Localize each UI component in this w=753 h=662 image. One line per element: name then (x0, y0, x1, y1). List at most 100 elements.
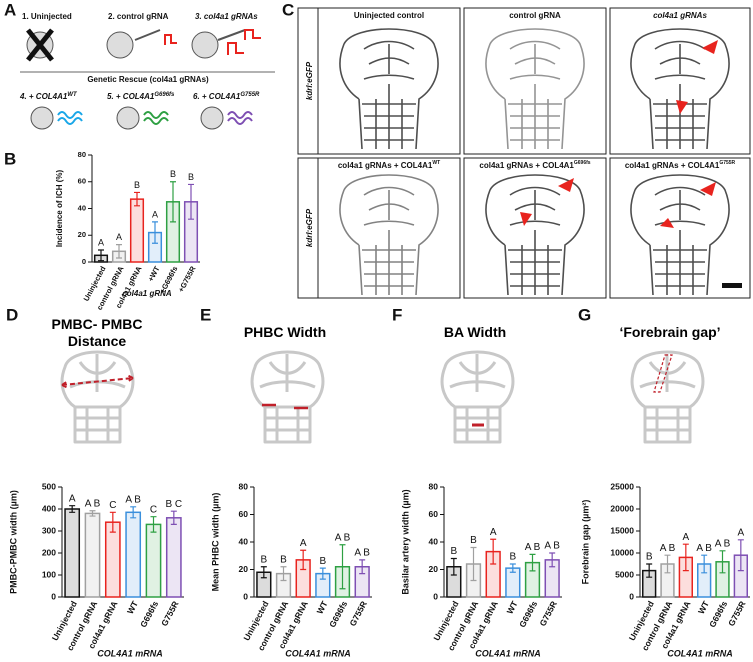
error-bar (89, 510, 96, 517)
y-axis-label: Forebrain gap (µm²) (580, 500, 590, 585)
panel-label: F (392, 305, 402, 324)
y-tick-label: 0 (243, 591, 248, 601)
y-axis-label: Mean PHBC width (µm) (210, 493, 220, 592)
embryo-icon (30, 106, 224, 130)
error-bar (682, 543, 689, 572)
image-label-text: col4a1 gRNAs + COL4A1 (479, 161, 574, 170)
significance-letter: A (300, 538, 307, 549)
y-tick-label: 60 (239, 509, 249, 519)
mrna-icon (227, 111, 253, 125)
y-tick-label: 15000 (610, 525, 634, 535)
significance-letter: A B (715, 538, 731, 549)
y-tick-label: 40 (429, 536, 439, 546)
y-tick-label: 25000 (610, 481, 634, 491)
significance-letter: A B (660, 543, 676, 554)
significance-letter: A (98, 237, 104, 247)
error-bar (150, 516, 157, 533)
y-tick-label: 0 (51, 591, 56, 601)
brain-schematic (630, 350, 705, 444)
chart-title: PHBC Width (243, 324, 327, 340)
significance-letter: B (450, 546, 457, 557)
chart-title: ‘Forebrain gap’ (619, 324, 721, 340)
error-bar (450, 557, 457, 576)
x-axis-label: COL4A1 mRNA (285, 648, 351, 658)
y-tick-label: 60 (429, 509, 439, 519)
error-bar (529, 553, 536, 572)
image-label-text: col4a1 gRNAs + COL4A1 (625, 161, 720, 170)
significance-letter: B (260, 554, 267, 565)
condition-label: 3. col4a1 gRNAs (195, 12, 258, 21)
measure-arrow (262, 403, 308, 410)
error-bar (280, 566, 287, 582)
condition-label: 2. control gRNA (108, 12, 169, 21)
y-tick-label: 400 (42, 503, 56, 513)
error-bar (470, 546, 477, 582)
significance-letter: B (188, 172, 194, 182)
rescue-text: 4. + COL4A1 (19, 92, 68, 101)
significance-letter: B C (165, 499, 182, 510)
significance-letter: A (152, 209, 158, 219)
x-tick-label: WT (696, 599, 711, 616)
y-tick-label: 0 (82, 257, 86, 266)
bar (64, 508, 81, 598)
image-label-text: col4a1 gRNAs + COL4A1 (338, 161, 433, 170)
error-bar (260, 566, 267, 579)
brain-schematic (60, 350, 135, 444)
image-label: control gRNA (509, 11, 561, 20)
significance-letter: A (737, 527, 744, 538)
rescue-title: Genetic Rescue (col4a1 gRNAs) (87, 75, 209, 84)
significance-letter: A B (354, 548, 370, 559)
rescue-sup: G696fs (154, 92, 175, 98)
rescue-label: 5. + COL4A1G696fs (107, 92, 175, 102)
x-tick-label: G755R (726, 599, 747, 627)
rescue-label: 4. + COL4A1WT (19, 92, 78, 102)
x-tick-label: +WT (146, 264, 162, 283)
panel-label: C (282, 0, 294, 19)
significance-letter: A (682, 532, 689, 543)
y-axis-label: PMBC-PMBC width (µm) (8, 490, 18, 594)
x-axis-label: COL4A1 mRNA (97, 648, 163, 658)
y-tick-label: 300 (42, 525, 56, 535)
panel-label: A (4, 0, 16, 19)
measure-arrow (61, 374, 134, 389)
error-bar (359, 559, 366, 575)
y-tick-label: 20 (239, 564, 249, 574)
bar (125, 511, 142, 598)
x-tick-label: WT (125, 599, 140, 616)
rescue-text: 6. + COL4A1 (193, 92, 241, 101)
significance-letter: A B (335, 532, 351, 543)
reporter-label: kdrl:eGFP (305, 61, 314, 100)
y-tick-label: 40 (78, 203, 86, 212)
x-tick-label: G696fs (707, 599, 729, 629)
significance-letter: B (280, 554, 287, 565)
x-tick-label: G696fs (138, 599, 160, 629)
image-label-sup: G696fs (574, 160, 591, 166)
x-tick-label: G696fs (517, 599, 539, 629)
x-axis-label: col4a1 gRNA (122, 289, 172, 298)
x-tick-label: WT (505, 599, 520, 616)
grna-icon (164, 29, 261, 55)
bar (129, 198, 145, 263)
y-tick-label: 5000 (615, 569, 634, 579)
rescue-text: 5. + COL4A1 (107, 92, 155, 101)
x-axis-label: COL4A1 mRNA (475, 648, 541, 658)
y-tick-label: 500 (42, 481, 56, 491)
rescue-sup: G755R (240, 92, 260, 98)
error-bar (646, 563, 653, 578)
mrna-icon (57, 111, 83, 125)
error-bar (134, 191, 140, 207)
significance-letter: A B (544, 541, 560, 552)
bar (84, 512, 101, 598)
x-tick-label: WT (315, 599, 330, 616)
significance-letter: B (646, 552, 653, 563)
error-bar (719, 550, 726, 574)
image-label-sup: WT (432, 160, 440, 166)
error-bar (664, 554, 671, 574)
reporter-label: kdrl:eGFP (305, 208, 314, 247)
y-tick-label: 20 (78, 230, 86, 239)
y-tick-label: 200 (42, 547, 56, 557)
image-label-sup: G755R (719, 160, 735, 166)
error-bar (98, 249, 104, 262)
